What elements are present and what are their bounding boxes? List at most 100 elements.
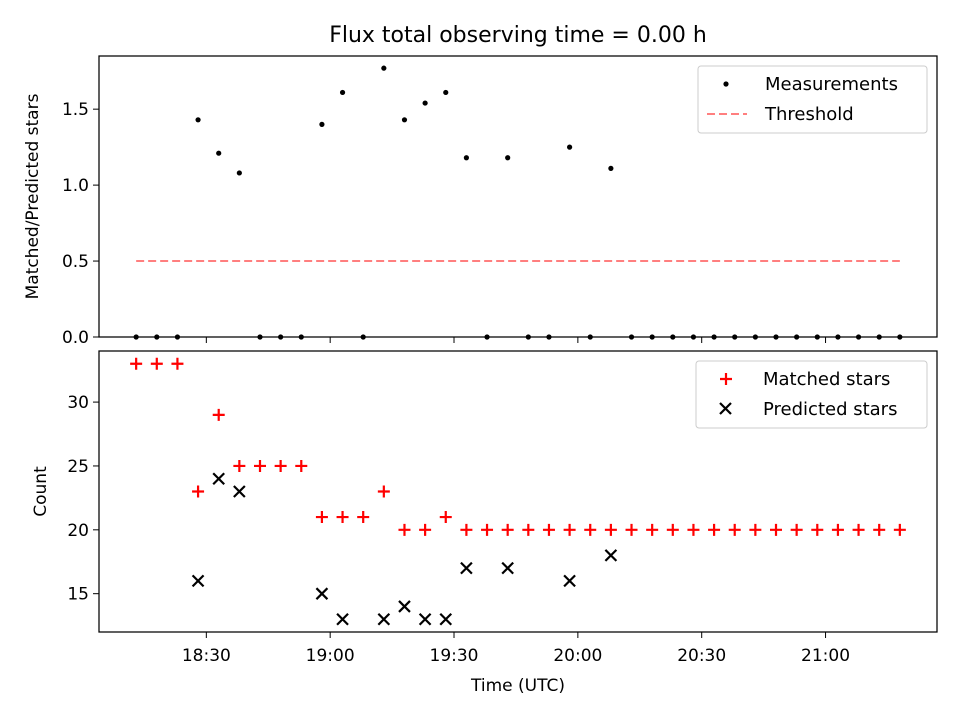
matched-stars-point: [873, 523, 886, 536]
measurements-point: [401, 117, 408, 123]
measurements-point: [443, 89, 449, 96]
matched-stars-point: [130, 357, 143, 370]
top-legend-box: [697, 65, 928, 134]
predicted-stars-point: [604, 549, 618, 562]
top-y-tick-label: 0.0: [62, 328, 89, 348]
top-y-tick-label: 1.5: [62, 100, 89, 120]
measurements-point: [484, 334, 490, 340]
matched-stars-point: [377, 485, 390, 498]
matched-stars-point: [852, 523, 865, 536]
measurements-point: [794, 334, 800, 340]
measurements-point: [216, 150, 222, 156]
x-axis-label: Time (UTC): [470, 676, 565, 696]
predicted-stars-point: [315, 587, 329, 600]
measurements-point: [587, 334, 593, 340]
matched-stars-point: [357, 511, 370, 524]
measurements-point: [463, 155, 469, 161]
matched-stars-point: [728, 523, 741, 536]
matched-stars-point: [501, 523, 514, 536]
measurements-point: [897, 334, 903, 340]
legend-predicted-label: Predicted stars: [763, 399, 897, 420]
matched-stars-point: [563, 523, 576, 536]
top-y-tick-label: 1.0: [62, 176, 89, 196]
matched-stars-point: [150, 357, 163, 370]
top-y-tick-label: 0.5: [62, 252, 89, 272]
measurements-point: [422, 100, 428, 106]
bottom-y-tick-label: 15: [67, 585, 89, 605]
x-tick-label: 19:00: [306, 646, 355, 666]
matched-stars-point: [315, 511, 328, 524]
predicted-stars-point: [439, 612, 453, 626]
measurements-point: [381, 65, 387, 71]
bottom-y-tick-label: 20: [67, 521, 89, 541]
matched-stars-point: [708, 523, 721, 536]
matched-stars-point: [295, 459, 308, 472]
predicted-stars-point: [501, 561, 514, 575]
matched-stars-point: [419, 523, 432, 536]
measurements-point: [195, 117, 201, 123]
bottom-y-tick-label: 30: [67, 393, 89, 413]
measurements-point: [133, 334, 139, 340]
measurements-point: [876, 334, 882, 340]
measurements-point: [649, 334, 655, 340]
matched-stars-point: [439, 511, 452, 524]
measurements-point: [360, 334, 366, 340]
matched-stars-point: [253, 459, 266, 472]
x-tick-label: 19:30: [430, 646, 479, 666]
matched-stars-point: [542, 523, 555, 536]
matched-stars-point: [666, 523, 679, 536]
x-tick-label: 20:30: [677, 646, 726, 666]
measurements-point: [319, 121, 325, 127]
x-tick-label: 18:30: [182, 646, 231, 666]
bottom-x-ticks: 18:30 19:00 19:30 20:00 20:30 21:00: [182, 632, 850, 666]
measurements-point: [278, 334, 284, 340]
top-plot-frame: [98, 55, 938, 338]
measurements-point: [628, 334, 635, 340]
bottom-legend-box: [695, 360, 928, 429]
measurements-point: [339, 89, 346, 96]
matched-stars-point: [336, 511, 349, 524]
measurements-point: [567, 144, 573, 150]
top-chart-title: Flux total observing time = 0.00 h: [329, 23, 707, 48]
measurements-point: [732, 334, 738, 340]
predicted-stars-point: [418, 612, 432, 626]
legend-matched-label: Matched stars: [763, 369, 890, 390]
matched-stars-point: [481, 523, 494, 536]
matched-stars-point: [770, 523, 783, 536]
measurements-point: [236, 170, 242, 176]
predicted-stars-point: [191, 574, 205, 588]
x-tick-label: 21:00: [801, 646, 850, 666]
legend-matched-marker: [720, 373, 732, 385]
matched-stars-point: [604, 523, 617, 536]
legend-measurements-label: Measurements: [765, 74, 898, 95]
matched-stars-point: [522, 523, 535, 536]
matched-stars-point: [233, 459, 246, 472]
measurements-point: [752, 334, 758, 340]
bottom-y-axis-label: Count: [31, 466, 51, 517]
measurements-point: [814, 334, 820, 340]
measurements-point: [546, 334, 552, 340]
measurements-point: [174, 334, 181, 340]
measurements-point: [690, 334, 697, 340]
predicted-stars-point: [233, 485, 246, 498]
predicted-stars-point: [460, 561, 473, 575]
bottom-plot-marks: [130, 357, 906, 626]
predicted-stars-point: [212, 472, 225, 486]
matched-stars-point: [646, 523, 659, 536]
matched-stars-point: [274, 459, 287, 472]
matched-stars-point: [831, 523, 844, 536]
legend-measurements-marker: [723, 81, 729, 87]
measurements-point: [154, 334, 160, 340]
matched-stars-point: [171, 357, 184, 370]
measurements-point: [505, 155, 511, 161]
legend-threshold-label: Threshold: [764, 104, 854, 125]
matched-stars-point: [749, 523, 762, 536]
predicted-stars-point: [336, 612, 349, 626]
matched-stars-point: [398, 523, 411, 536]
bottom-y-tick-label: 25: [67, 457, 89, 477]
matched-stars-point: [192, 485, 205, 498]
top-plot-marks: [133, 65, 903, 340]
top-plot-axes: 0.0 0.5 1.0 1.5 Matched/Predicted stars Mea…: [23, 55, 938, 348]
bottom-y-ticks: 15 20 25 30: [67, 393, 99, 605]
